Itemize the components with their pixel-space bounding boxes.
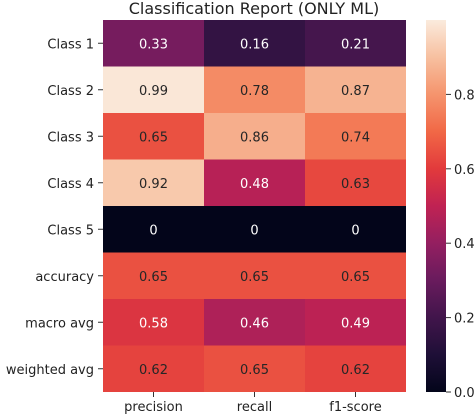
heatmap-cell (204, 252, 305, 299)
column-label: f1-score (329, 400, 381, 415)
row-label: Class 3 (47, 130, 94, 145)
cell-value-label: 0 (351, 223, 359, 238)
colorbar-tick-label: 0.6 (454, 163, 474, 178)
column-labels: precision recall f1-score (124, 392, 382, 415)
colorbar (426, 20, 446, 392)
row-label: weighted avg (6, 363, 94, 378)
row-label: Class 4 (47, 177, 94, 192)
row-label: Class 1 (47, 37, 94, 52)
colorbar-tick-label: 0.2 (454, 312, 474, 327)
colorbar-tick-label: 0.4 (454, 237, 474, 252)
cell-value-label: 0.46 (240, 316, 269, 331)
cell-value-label: 0.58 (139, 316, 168, 331)
heatmap-cell (305, 299, 406, 346)
heatmap-cells: 0.33 0.16 0.21 0.99 0.78 0.87 0.65 0.86 0.74 0.92… (103, 20, 406, 392)
heatmap-cell (103, 252, 204, 299)
heatmap-cell (204, 66, 305, 113)
heatmap-cell (305, 345, 406, 392)
heatmap-cell (204, 299, 305, 346)
heatmap-cell (204, 345, 305, 392)
cell-value-label: 0.62 (341, 363, 370, 378)
colorbar-ticks: 0.0 0.2 0.4 0.6 0.8 (446, 88, 474, 401)
cell-value-label: 0.62 (139, 363, 168, 378)
cell-value-label: 0.99 (139, 84, 168, 99)
cell-value-label: 0.65 (240, 363, 269, 378)
heatmap-cell (204, 159, 305, 206)
heatmap-cell (103, 159, 204, 206)
cell-value-label: 0.65 (139, 130, 168, 145)
heatmap-cell (103, 345, 204, 392)
heatmap-cell (305, 113, 406, 160)
heatmap-cell (305, 66, 406, 113)
row-label: Class 5 (47, 223, 94, 238)
heatmap-cell (305, 20, 406, 67)
heatmap-cell (204, 206, 305, 253)
heatmap-cell (305, 252, 406, 299)
cell-value-label: 0.65 (240, 270, 269, 285)
heatmap-cell (204, 113, 305, 160)
cell-value-label: 0.21 (341, 37, 370, 52)
cell-value-label: 0.86 (240, 130, 269, 145)
cell-value-label: 0.63 (341, 177, 370, 192)
row-labels: Class 1 Class 2 Class 3 Class 4 Class 5 accur… (6, 37, 103, 378)
chart-title: Classification Report (ONLY ML) (129, 0, 380, 18)
cell-value-label: 0.65 (139, 270, 168, 285)
cell-value-label: 0.49 (341, 316, 370, 331)
column-label: precision (124, 400, 183, 415)
cell-value-label: 0 (149, 223, 157, 238)
heatmap-cell (305, 159, 406, 206)
cell-value-label: 0.87 (341, 84, 370, 99)
row-label: macro avg (25, 316, 94, 331)
heatmap-cell (204, 20, 305, 67)
heatmap-cell (103, 206, 204, 253)
cell-value-label: 0.33 (139, 37, 168, 52)
heatmap-cell (103, 20, 204, 67)
colorbar-tick-label: 0.8 (454, 88, 474, 103)
cell-value-label: 0.65 (341, 270, 370, 285)
cell-value-label: 0 (250, 223, 258, 238)
cell-value-label: 0.16 (240, 37, 269, 52)
cell-value-label: 0.74 (341, 130, 370, 145)
heatmap-cell (305, 206, 406, 253)
colorbar-tick-label: 0.0 (454, 386, 474, 401)
column-label: recall (237, 400, 272, 415)
cell-value-label: 0.48 (240, 177, 269, 192)
cell-value-label: 0.78 (240, 84, 269, 99)
heatmap-cell (103, 113, 204, 160)
heatmap-cell (103, 299, 204, 346)
row-label: Class 2 (47, 84, 94, 99)
row-label: accuracy (35, 270, 94, 285)
heatmap-cell (103, 66, 204, 113)
cell-value-label: 0.92 (139, 177, 168, 192)
